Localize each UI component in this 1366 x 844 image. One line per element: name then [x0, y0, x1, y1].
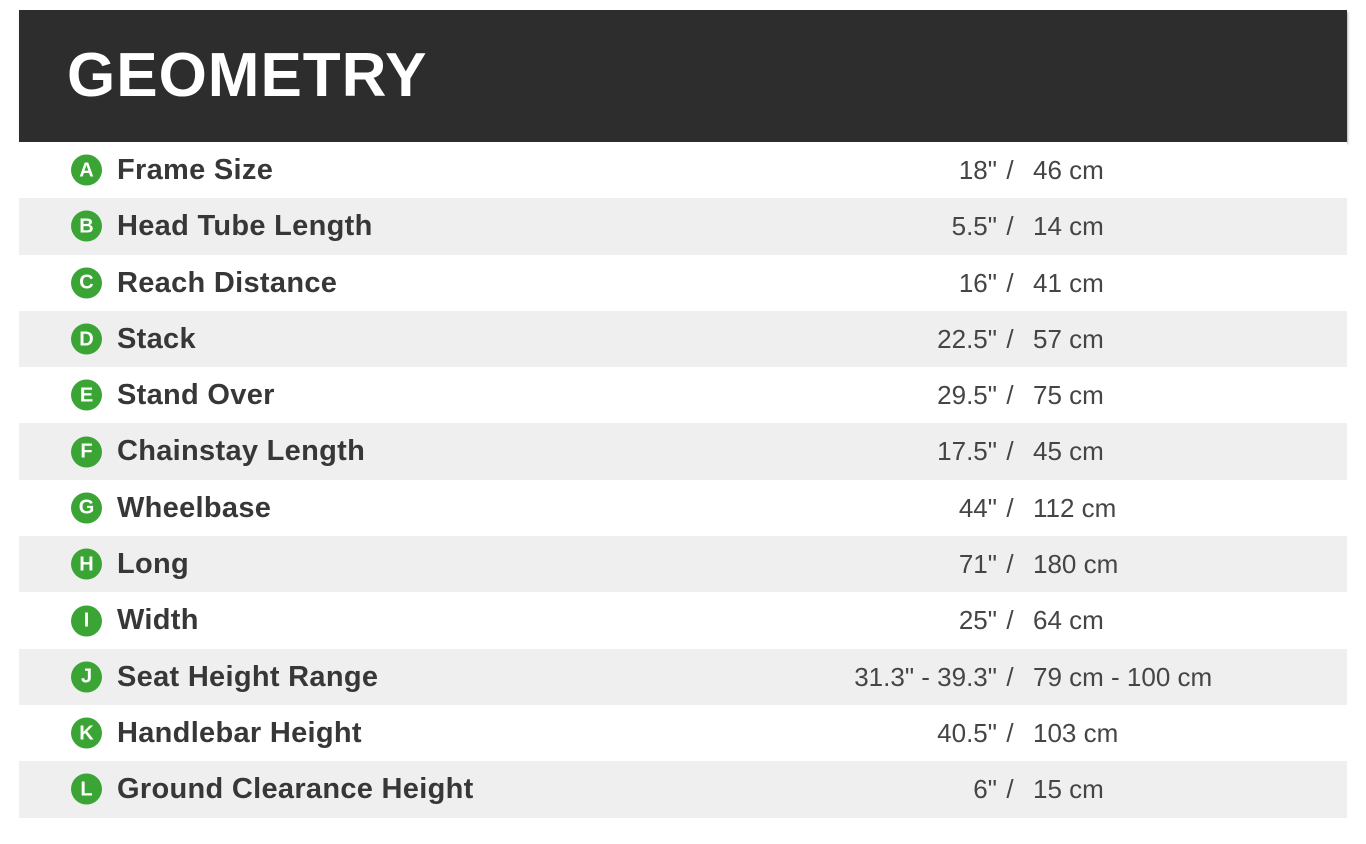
imperial-value: 29.5"	[937, 380, 997, 411]
value-separator: /	[1006, 211, 1014, 242]
row-label: Long	[117, 548, 190, 581]
spec-row-head-tube-length: B Head Tube Length 5.5" / 14 cm	[19, 198, 1347, 255]
metric-value: 57 cm	[1033, 323, 1104, 354]
value-separator: /	[1006, 155, 1014, 185]
row-label: Reach Distance	[117, 266, 338, 299]
metric-value: 103 cm	[1033, 717, 1119, 748]
row-badge: B	[71, 210, 102, 242]
row-badge: E	[71, 379, 102, 411]
spec-row-handlebar-height: K Handlebar Height 40.5" / 103 cm	[19, 704, 1347, 762]
badge-letter: I	[83, 609, 90, 632]
badge-letter: J	[80, 665, 93, 688]
row-label: Handlebar Height	[117, 716, 362, 749]
badge-letter: L	[80, 778, 93, 801]
badge-letter: B	[79, 215, 94, 238]
spec-row-seat-height-range: J Seat Height Range 31.3" - 39.3" / 79 c…	[19, 648, 1347, 705]
metric-value: 112 cm	[1033, 492, 1117, 523]
imperial-value: 17.5"	[937, 436, 997, 467]
spec-table: A Frame Size 18" / 46 cm B Head Tube Len…	[19, 142, 1347, 818]
metric-value: 45 cm	[1033, 436, 1104, 467]
row-badge: L	[71, 773, 102, 805]
imperial-value: 44"	[958, 492, 997, 523]
spec-row-long: H Long 71" / 180 cm	[19, 536, 1347, 593]
row-badge: G	[71, 492, 102, 524]
badge-letter: A	[79, 159, 94, 182]
badge-letter: H	[79, 553, 94, 576]
imperial-value: 18"	[958, 155, 997, 185]
metric-value: 41 cm	[1033, 267, 1104, 298]
row-label: Ground Clearance Height	[117, 773, 474, 806]
row-label: Chainstay Length	[117, 435, 366, 468]
row-badge: A	[71, 154, 102, 186]
spec-row-ground-clearance-height: L Ground Clearance Height 6" / 15 cm	[19, 761, 1347, 818]
row-badge: F	[71, 436, 102, 468]
row-badge: H	[71, 548, 102, 580]
metric-value: 75 cm	[1033, 380, 1104, 411]
metric-value: 14 cm	[1033, 211, 1104, 242]
metric-value: 180 cm	[1033, 549, 1119, 580]
imperial-value: 71"	[958, 549, 997, 580]
imperial-value: 16"	[958, 267, 997, 298]
spec-row-stand-over: E Stand Over 29.5" / 75 cm	[19, 367, 1347, 424]
page-title: GEOMETRY	[67, 41, 428, 110]
row-badge: J	[71, 661, 102, 693]
row-label: Stand Over	[117, 379, 275, 412]
value-separator: /	[1006, 717, 1014, 748]
row-badge: C	[71, 267, 102, 299]
imperial-value: 25"	[958, 605, 997, 636]
imperial-value: 6"	[973, 774, 997, 805]
spec-row-wheelbase: G Wheelbase 44" / 112 cm	[19, 479, 1347, 537]
value-separator: /	[1006, 492, 1014, 523]
spec-row-width: I Width 25" / 64 cm	[19, 592, 1347, 649]
row-badge: D	[71, 323, 102, 355]
row-label: Frame Size	[117, 154, 274, 186]
row-label: Width	[117, 604, 199, 637]
metric-value: 64 cm	[1033, 605, 1104, 636]
badge-letter: D	[79, 328, 94, 351]
badge-letter: C	[79, 271, 94, 294]
badge-letter: E	[79, 384, 94, 407]
imperial-value: 5.5"	[951, 211, 997, 242]
spec-row-stack: D Stack 22.5" / 57 cm	[19, 310, 1347, 368]
row-label: Wheelbase	[117, 491, 272, 524]
value-separator: /	[1006, 605, 1014, 636]
badge-letter: F	[80, 440, 93, 463]
metric-value: 79 cm - 100 cm	[1033, 661, 1213, 692]
imperial-value: 22.5"	[937, 323, 997, 354]
value-separator: /	[1006, 323, 1014, 354]
row-label: Seat Height Range	[117, 660, 379, 693]
value-separator: /	[1006, 267, 1014, 298]
spec-row-reach-distance: C Reach Distance 16" / 41 cm	[19, 254, 1347, 311]
metric-value: 46 cm	[1033, 155, 1104, 185]
value-separator: /	[1006, 436, 1014, 467]
imperial-value: 40.5"	[937, 717, 997, 748]
badge-letter: G	[78, 496, 95, 519]
value-separator: /	[1006, 774, 1014, 805]
row-label: Stack	[117, 322, 196, 355]
geometry-header: GEOMETRY	[19, 10, 1347, 142]
metric-value: 15 cm	[1033, 774, 1104, 805]
value-separator: /	[1006, 549, 1014, 580]
row-badge: I	[71, 605, 102, 637]
imperial-value: 31.3" - 39.3"	[854, 661, 997, 692]
value-separator: /	[1006, 380, 1014, 411]
spec-row-chainstay-length: F Chainstay Length 17.5" / 45 cm	[19, 423, 1347, 480]
value-separator: /	[1006, 661, 1014, 692]
badge-letter: K	[79, 722, 94, 745]
row-label: Head Tube Length	[117, 210, 373, 243]
row-badge: K	[71, 717, 102, 749]
spec-row-frame-size: A Frame Size 18" / 46 cm	[19, 142, 1347, 199]
